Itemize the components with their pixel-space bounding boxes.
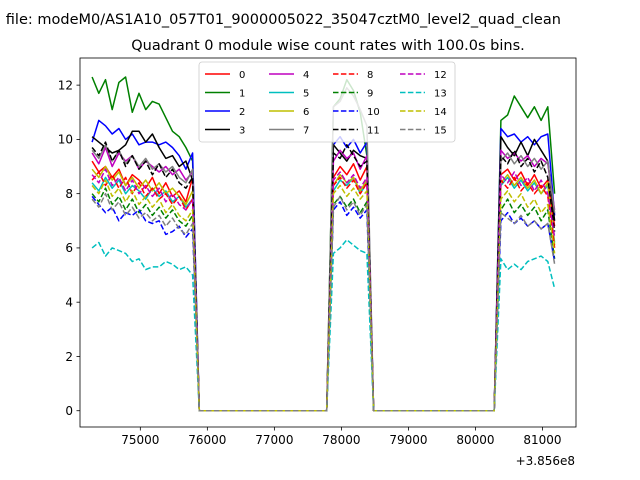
legend-item-6: 6 — [269, 107, 309, 118]
legend-label: 1 — [239, 89, 245, 100]
legend-item-2: 2 — [205, 107, 245, 118]
legend-item-14: 14 — [400, 107, 447, 118]
series-line-15 — [91, 192, 556, 412]
legend-item-12: 12 — [400, 70, 447, 81]
legend-label: 6 — [303, 107, 309, 118]
legend-item-9: 9 — [333, 89, 373, 100]
legend-label: 12 — [434, 70, 447, 81]
legend-item-13: 13 — [400, 89, 447, 100]
y-tick-label: 0 — [65, 404, 73, 418]
legend-label: 11 — [367, 126, 380, 137]
legend-label: 2 — [239, 107, 245, 118]
legend-box — [198, 61, 456, 143]
legend-label: 8 — [367, 70, 373, 81]
y-tick-label: 8 — [65, 187, 73, 201]
legend-item-0: 0 — [205, 70, 245, 81]
x-offset-label: +3.856e8 — [516, 454, 575, 468]
legend-label: 5 — [303, 89, 309, 100]
x-tick-label: 81000 — [523, 433, 561, 447]
legend-item-3: 3 — [205, 126, 245, 137]
x-tick-label: 76000 — [188, 433, 226, 447]
y-tick-label: 4 — [65, 295, 73, 309]
x-tick-label: 79000 — [389, 433, 427, 447]
y-tick-label: 10 — [58, 133, 73, 147]
legend-label: 3 — [239, 126, 245, 137]
x-tick-label: 78000 — [322, 433, 360, 447]
legend-item-5: 5 — [269, 89, 309, 100]
axes-title: Quadrant 0 module wise count rates with … — [131, 38, 525, 54]
x-tick-label: 75000 — [121, 433, 159, 447]
legend-item-11: 11 — [333, 126, 380, 137]
legend-label: 10 — [367, 107, 380, 118]
y-tick-label: 6 — [65, 241, 73, 255]
y-axis: 0 2 4 6 8 10 12 — [58, 78, 80, 418]
y-tick-label: 12 — [58, 78, 73, 92]
legend-item-1: 1 — [205, 89, 245, 100]
figure-suptitle: n file: modeM0/AS1A10_057T01_9000005022_… — [0, 12, 561, 28]
plot-area — [79, 57, 577, 428]
legend-label: 7 — [303, 126, 309, 137]
legend-label: 0 — [239, 70, 245, 81]
axes-frame — [79, 57, 577, 428]
legend-label: 13 — [434, 89, 447, 100]
series-line-14 — [91, 179, 556, 412]
legend-label: 4 — [303, 70, 309, 81]
legend-label: 15 — [434, 126, 447, 137]
legend-item-4: 4 — [269, 70, 309, 81]
legend-item-8: 8 — [333, 70, 373, 81]
x-tick-label: 80000 — [456, 433, 494, 447]
legend-label: 9 — [367, 89, 373, 100]
x-axis: 75000 76000 77000 78000 79000 80000 81000 — [121, 427, 562, 447]
legend-item-7: 7 — [269, 126, 309, 137]
legend-item-15: 15 — [400, 126, 447, 137]
x-tick-label: 77000 — [255, 433, 293, 447]
legend-item-10: 10 — [333, 107, 380, 118]
legend-label: 14 — [434, 107, 447, 118]
y-tick-label: 2 — [65, 350, 73, 364]
